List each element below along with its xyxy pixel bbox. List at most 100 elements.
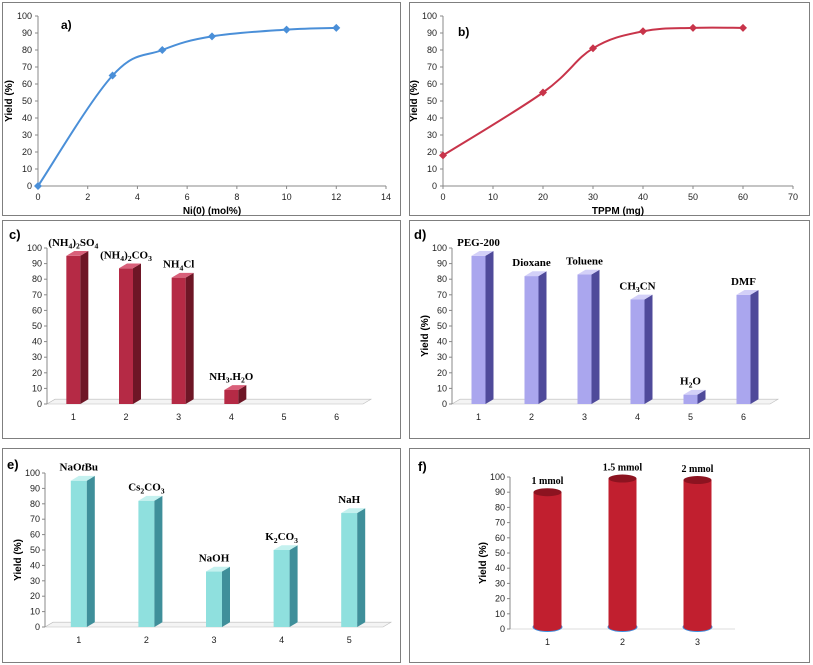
y-tick-label-c: 100 xyxy=(27,243,42,253)
panel-a-chart: 0 10 20 30 40 50 60 70 80 90 100 0 2 4 6 8 10 12 14 a) Ni(0)… xyxy=(2,2,401,217)
bar-side-c xyxy=(185,272,194,404)
x-tick-label-b: 20 xyxy=(538,192,548,202)
bar-label-f: 2 mmol xyxy=(682,464,714,475)
y-tick-label-b: 90 xyxy=(427,28,437,38)
data-point-a xyxy=(282,25,291,34)
y-tick-label-e: 60 xyxy=(30,530,40,540)
chart-a-svg: 0 10 20 30 40 50 60 70 80 90 100 0 2 4 6 8 10 12 14 a) Ni(0)… xyxy=(4,11,391,217)
bar-top-d xyxy=(736,290,759,295)
y-tick-label-d: 70 xyxy=(437,290,447,300)
data-point-a xyxy=(108,71,117,80)
floor-c xyxy=(45,398,373,405)
bar-top-f xyxy=(608,474,637,483)
x-axis-title-a: Ni(0) (mol%) xyxy=(183,206,241,217)
chart-c-svg: 0 10 20 30 40 50 60 70 80 90 100 1 (NH4)2SO4 2 (NH4)2C… xyxy=(9,227,373,422)
y-tick-label-f: 100 xyxy=(490,472,505,482)
y-tick-label-b: 40 xyxy=(427,113,437,123)
y-tick-label-e: 20 xyxy=(30,591,40,601)
y-tick-label-c: 80 xyxy=(32,274,42,284)
bar-d xyxy=(683,394,698,404)
chart-b-svg: 0 10 20 30 40 50 60 70 80 90 100 0 10 20 30 40 50 60 70 b) T… xyxy=(410,11,798,217)
y-tick-label-e: 100 xyxy=(25,468,40,478)
bar-label-e: NaH xyxy=(338,494,360,506)
bar-side-d xyxy=(591,269,600,404)
x-tick-label-d: 1 xyxy=(476,412,481,422)
y-tick-label-f: 60 xyxy=(495,533,505,543)
x-tick-label-d: 6 xyxy=(741,412,746,422)
y-tick-label-d: 30 xyxy=(437,352,447,362)
y-tick-label-d: 0 xyxy=(442,399,447,409)
y-tick-label-d: 40 xyxy=(437,337,447,347)
x-tick-label-b: 40 xyxy=(638,192,648,202)
y-tick-label-b: 80 xyxy=(427,45,437,55)
panel-label-b: b) xyxy=(458,25,469,39)
bar-label-e: K2CO3 xyxy=(265,531,298,545)
panel-c-chart: 0 10 20 30 40 50 60 70 80 90 100 1 (NH4)2SO4 2 (NH4)2C… xyxy=(2,220,401,439)
y-tick-label-a: 60 xyxy=(22,79,32,89)
bar-side-c xyxy=(80,251,89,404)
data-point-b xyxy=(589,44,597,53)
y-tick-label-e: 70 xyxy=(30,514,40,524)
x-tick-label-b: 30 xyxy=(588,192,598,202)
x-tick-label-d: 4 xyxy=(635,412,640,422)
y-tick-label-e: 40 xyxy=(30,560,40,570)
bar-top-d xyxy=(577,269,600,275)
x-tick-label-c: 3 xyxy=(176,412,181,422)
bar-e xyxy=(138,500,155,627)
bar-top-e xyxy=(70,475,95,481)
data-point-b xyxy=(689,23,697,32)
bar-top-d xyxy=(630,294,653,300)
x-tick-label-e: 1 xyxy=(76,635,81,645)
bar-label-d: PEG-200 xyxy=(457,237,500,249)
y-tick-label-d: 100 xyxy=(432,243,447,253)
x-tick-label-a: 10 xyxy=(282,192,292,202)
x-tick-label-a: 14 xyxy=(381,192,391,202)
y-axis-title-e: Yield (%) xyxy=(13,539,24,581)
bar-d xyxy=(736,294,751,404)
x-tick-label-b: 0 xyxy=(440,192,445,202)
x-tick-label-e: 3 xyxy=(211,635,216,645)
x-tick-label-e: 5 xyxy=(347,635,352,645)
bar-top-c xyxy=(66,251,89,256)
x-axis-title-b: TPPM (mg) xyxy=(592,206,644,217)
bar-f xyxy=(683,480,712,631)
y-tick-label-c: 10 xyxy=(32,383,42,393)
y-tick-label-b: 20 xyxy=(427,147,437,157)
x-tick-label-d: 2 xyxy=(529,412,534,422)
data-point-a xyxy=(208,32,216,41)
bar-top-c xyxy=(224,385,247,390)
data-point-a xyxy=(332,23,341,32)
data-point-b xyxy=(539,88,547,97)
y-tick-label-e: 10 xyxy=(30,607,40,617)
bar-label-c: (NH4)2CO3 xyxy=(100,249,152,263)
panel-label-f: f) xyxy=(418,459,427,474)
y-tick-label-b: 50 xyxy=(427,96,437,106)
x-tick-label-c: 5 xyxy=(281,412,286,422)
y-tick-label-b: 60 xyxy=(427,79,437,89)
x-tick-label-a: 12 xyxy=(331,192,341,202)
bar-side-e xyxy=(222,566,230,627)
bar-label-f: 1.5 mmol xyxy=(603,463,643,474)
bar-side-c xyxy=(133,263,141,404)
bar-f xyxy=(533,492,562,631)
bar-label-d: CH3CN xyxy=(619,280,655,294)
y-tick-label-a: 0 xyxy=(27,181,32,191)
panel-label-c: c) xyxy=(9,227,21,242)
bar-top-f xyxy=(683,476,712,485)
chart-f-svg: 0 10 20 30 40 50 60 70 80 90 100 1 1 mmol 2 1.5 mmol 3 2… xyxy=(418,459,735,647)
bar-side-d xyxy=(697,389,706,404)
y-tick-label-e: 30 xyxy=(30,576,40,586)
y-tick-label-d: 80 xyxy=(437,274,447,284)
bar-side-e xyxy=(357,508,366,627)
y-tick-label-e: 90 xyxy=(30,483,40,493)
bar-side-e xyxy=(154,495,163,627)
y-tick-label-a: 90 xyxy=(22,28,32,38)
y-tick-label-f: 20 xyxy=(495,594,505,604)
bar-top-e xyxy=(341,508,366,514)
bar-label-e: NaOH xyxy=(199,553,230,565)
x-tick-label-a: 2 xyxy=(85,192,90,202)
y-tick-label-c: 90 xyxy=(32,259,42,269)
y-tick-label-a: 70 xyxy=(22,62,32,72)
y-axis-title-f: Yield (%) xyxy=(478,542,489,584)
y-tick-label-c: 70 xyxy=(32,290,42,300)
